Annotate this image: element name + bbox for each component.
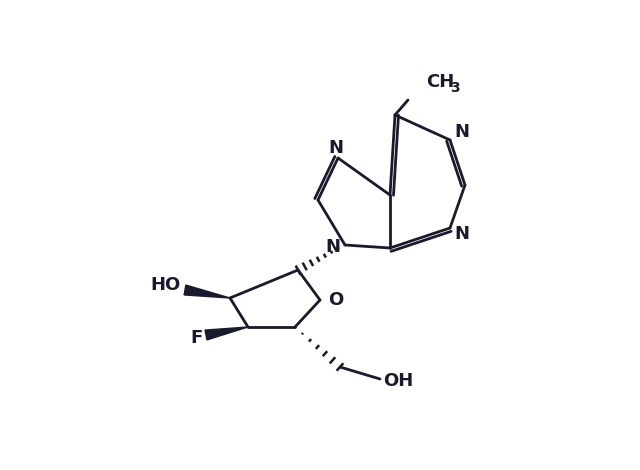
Text: N: N <box>454 123 470 141</box>
Text: N: N <box>326 238 340 256</box>
Text: N: N <box>328 139 344 157</box>
Text: 3: 3 <box>450 81 460 95</box>
Text: N: N <box>454 225 470 243</box>
Text: CH: CH <box>426 73 454 91</box>
Polygon shape <box>205 327 248 340</box>
Text: HO: HO <box>150 276 180 294</box>
Text: F: F <box>190 329 202 347</box>
Text: OH: OH <box>383 372 413 390</box>
Polygon shape <box>184 285 230 298</box>
Text: O: O <box>328 291 344 309</box>
